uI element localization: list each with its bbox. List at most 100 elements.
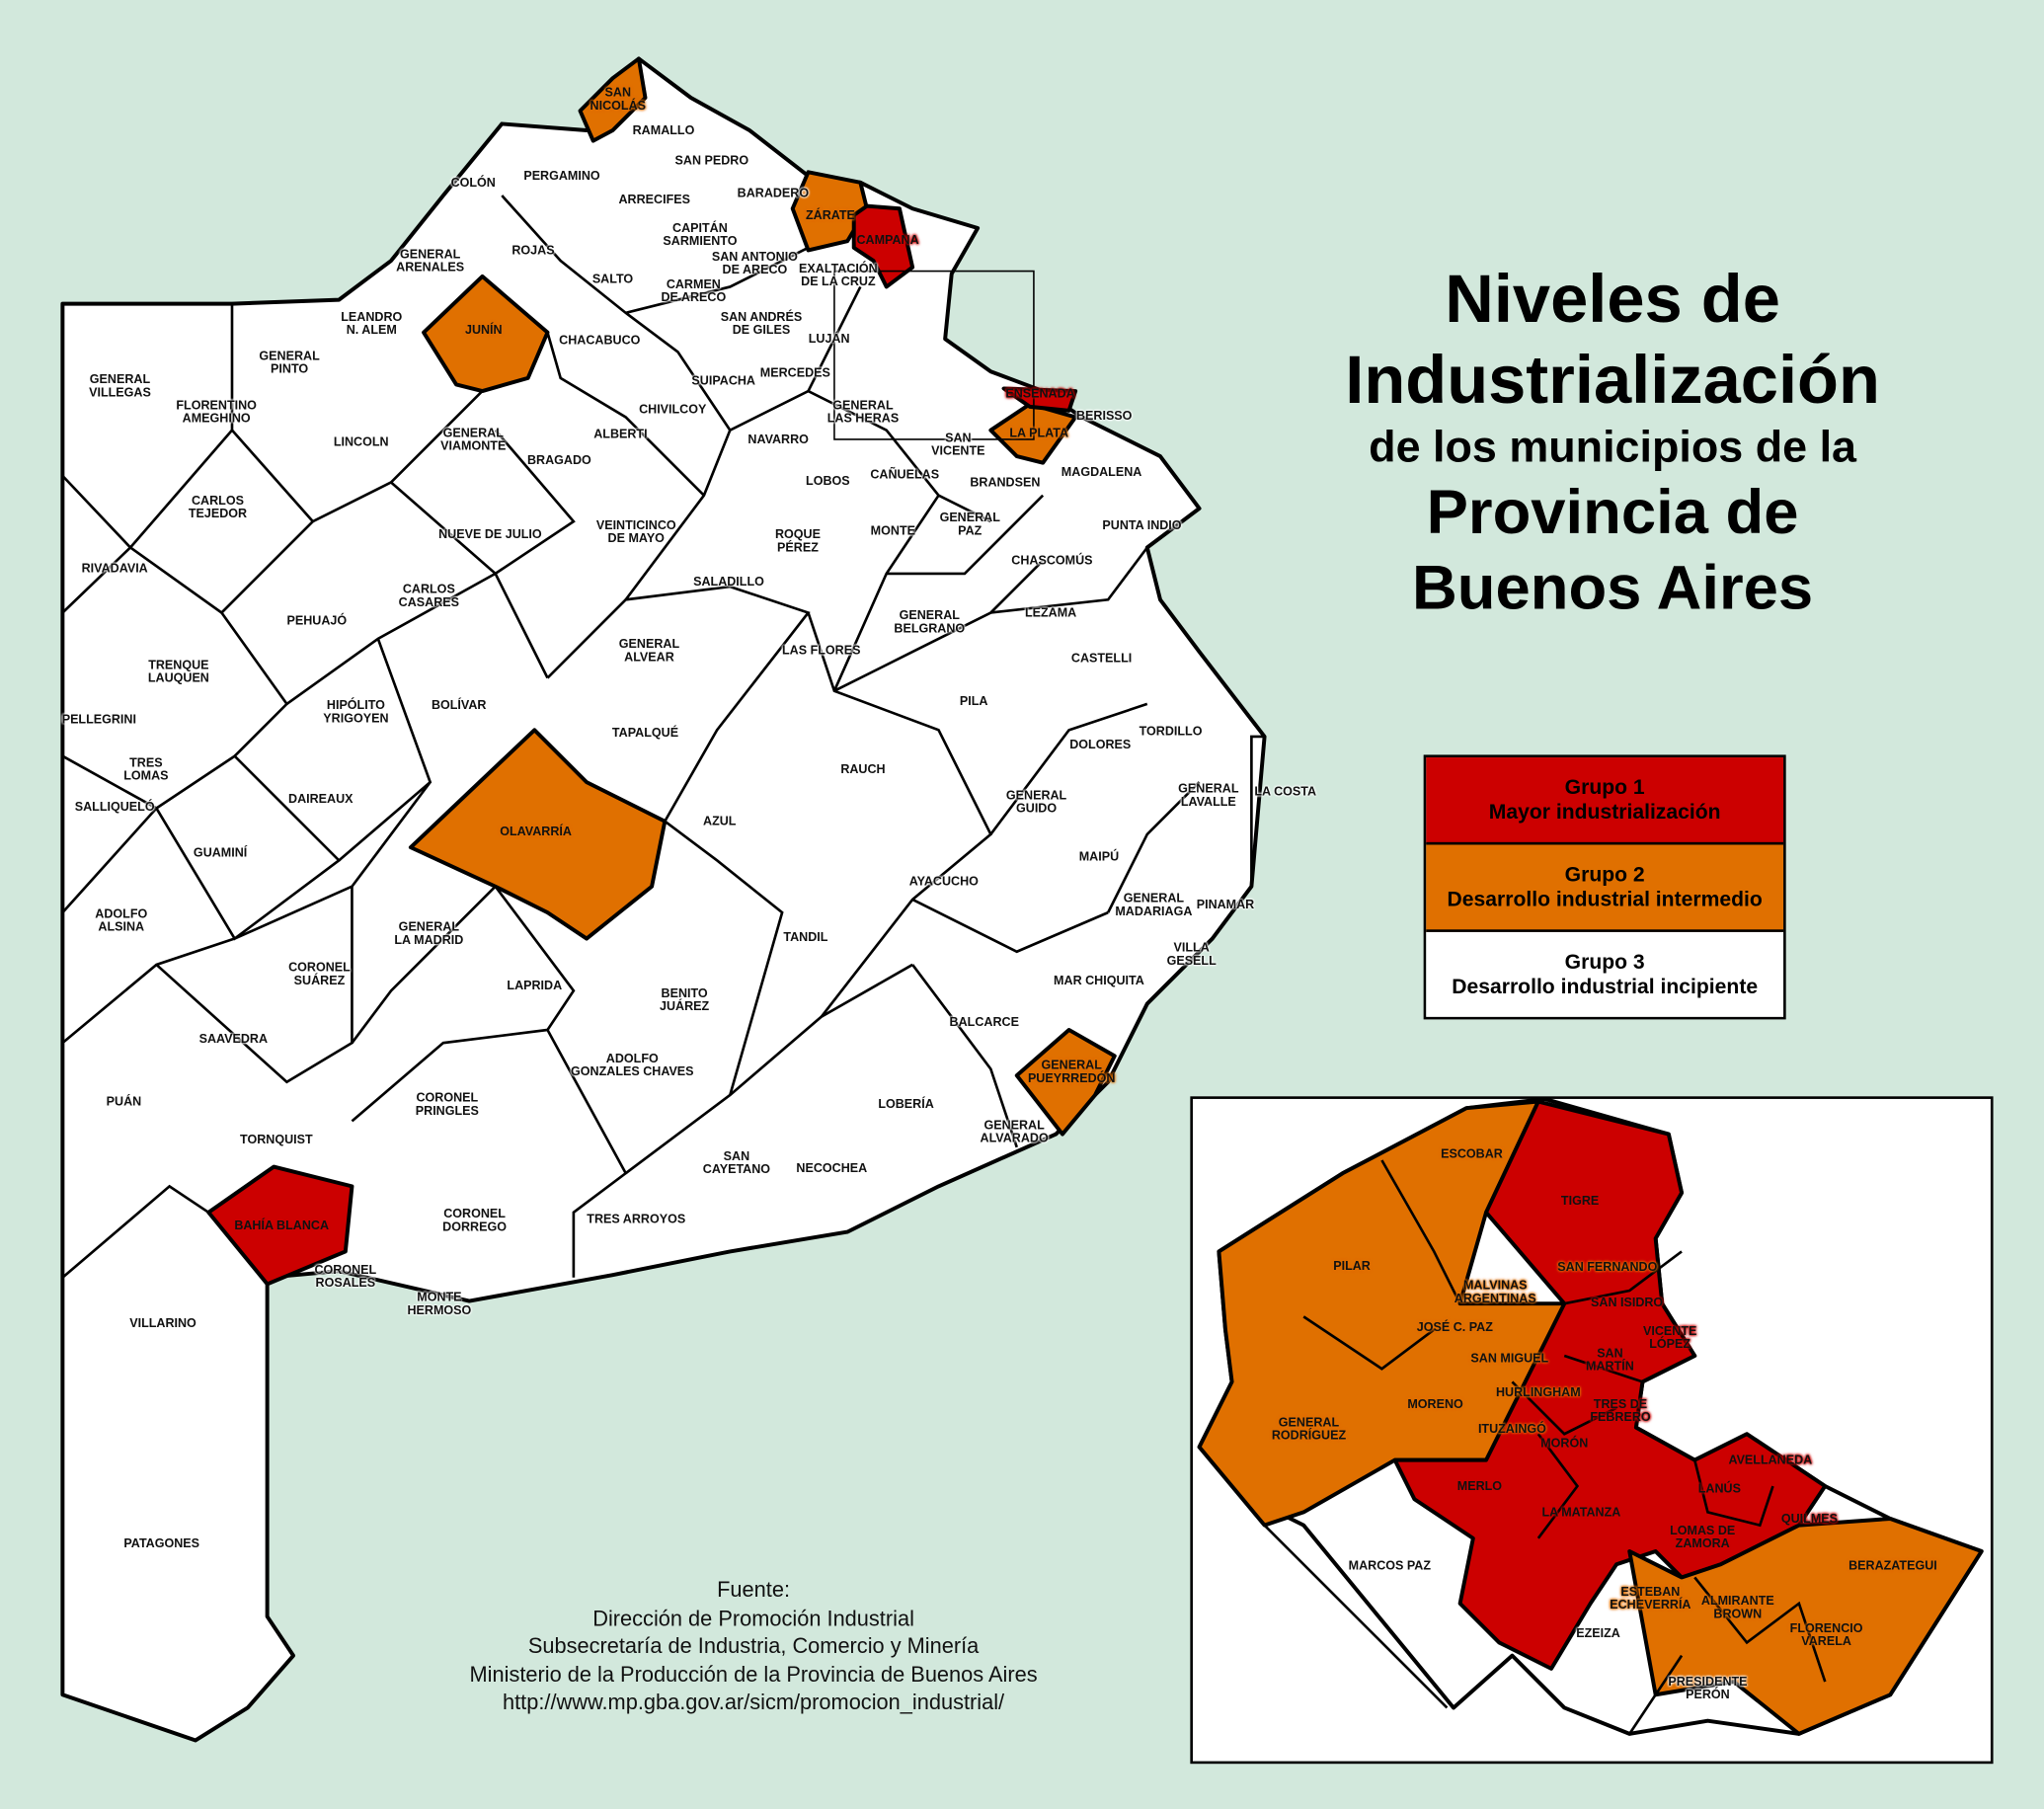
inset-municipality-label[interactable]: LA MATANZA — [1541, 1505, 1621, 1521]
inset-municipality-label[interactable]: GENERAL RODRÍGUEZ — [1271, 1415, 1347, 1444]
municipality-label[interactable]: CHASCOMÚS — [1011, 554, 1093, 569]
municipality-label[interactable]: DAIREAUX — [288, 792, 354, 808]
municipality-label[interactable]: SALTO — [591, 272, 634, 287]
municipality-label[interactable]: ADOLFO ALSINA — [95, 906, 148, 935]
region-olavarria[interactable] — [408, 728, 668, 941]
municipality-label[interactable]: COLÓN — [450, 176, 496, 191]
municipality-label[interactable]: GENERAL LA MADRID — [394, 920, 464, 948]
inset-municipality-label[interactable]: MORÓN — [1540, 1436, 1589, 1452]
inset-municipality-label[interactable]: ESCOBAR — [1441, 1146, 1503, 1162]
municipality-label[interactable]: NUEVE DE JULIO — [438, 527, 542, 543]
inset-municipality-label[interactable]: ITUZAINGÓ — [1477, 1422, 1546, 1437]
municipality-label[interactable]: PELLEGRINI — [61, 713, 136, 728]
municipality-label[interactable]: DOLORES — [1069, 738, 1132, 752]
municipality-label[interactable]: ALBERTI — [593, 428, 648, 442]
municipality-label[interactable]: MAGDALENA — [1061, 465, 1142, 480]
inset-municipality-label[interactable]: AVELLANEDA — [1728, 1454, 1813, 1468]
municipality-label[interactable]: BENITO JUÁREZ — [660, 986, 710, 1015]
municipality-label[interactable]: SAN ANTONIO DE ARECO — [711, 250, 798, 278]
municipality-label[interactable]: GENERAL PUEYRREDÓN — [1027, 1059, 1116, 1086]
inset-municipality-label[interactable]: SAN MIGUEL — [1470, 1352, 1549, 1367]
inset-municipality-label[interactable]: EZEIZA — [1576, 1626, 1620, 1642]
municipality-label[interactable]: NECOCHEA — [796, 1161, 868, 1176]
municipality-label[interactable]: HIPÓLITO YRIGOYEN — [323, 698, 389, 727]
municipality-label[interactable]: CHIVILCOY — [639, 402, 707, 418]
municipality-label[interactable]: RAMALLO — [632, 123, 695, 138]
inset-municipality-label[interactable]: TRES DE FEBRERO — [1590, 1397, 1651, 1425]
region-bahia-blanca[interactable] — [206, 1164, 354, 1287]
municipality-label[interactable]: TORDILLO — [1139, 725, 1203, 740]
municipality-label[interactable]: GENERAL GUIDO — [1005, 788, 1067, 817]
inset-municipality-label[interactable]: MORENO — [1407, 1397, 1463, 1412]
municipality-label[interactable]: LOBOS — [806, 474, 850, 490]
municipality-label[interactable]: RAUCH — [840, 762, 886, 777]
inset-municipality-label[interactable]: SAN FERNANDO — [1557, 1260, 1658, 1276]
municipality-label[interactable]: VEINTICINCO DE MAYO — [595, 518, 676, 547]
municipality-label[interactable]: ADOLFO GONZALES CHAVES — [571, 1052, 694, 1080]
municipality-label[interactable]: GENERAL BELGRANO — [894, 608, 966, 637]
source-line-4[interactable]: http://www.mp.gba.gov.ar/sicm/promocion_… — [503, 1691, 1005, 1715]
municipality-label[interactable]: MONTE — [870, 523, 915, 539]
municipality-label[interactable]: GUAMINÍ — [193, 845, 248, 861]
municipality-label[interactable]: PUNTA INDIO — [1102, 518, 1182, 533]
municipality-label[interactable]: CARLOS CASARES — [398, 583, 460, 610]
municipality-label[interactable]: TORNQUIST — [240, 1133, 313, 1147]
inset-municipality-label[interactable]: ALMIRANTE BROWN — [1700, 1594, 1774, 1622]
municipality-label[interactable]: ENSENADA — [1005, 387, 1075, 402]
municipality-label[interactable]: LA PLATA — [1009, 426, 1069, 441]
municipality-label[interactable]: AYACUCHO — [908, 874, 979, 890]
municipality-label[interactable]: RIVADAVIA — [81, 562, 148, 577]
municipality-label[interactable]: CORONEL SUÁREZ — [288, 960, 351, 988]
municipality-label[interactable]: SAN NICOLÁS — [590, 86, 646, 114]
inset-municipality-label[interactable]: TIGRE — [1560, 1194, 1600, 1209]
inset-municipality-label[interactable]: MALVINAS ARGENTINAS — [1454, 1279, 1536, 1306]
municipality-label[interactable]: GENERAL VIAMONTE — [440, 426, 507, 454]
inset-municipality-label[interactable]: HURLINGHAM — [1495, 1385, 1581, 1400]
municipality-label[interactable]: CORONEL PRINGLES — [415, 1091, 479, 1119]
municipality-label[interactable]: GENERAL LAVALLE — [1178, 782, 1239, 810]
inset-municipality-label[interactable]: MERLO — [1456, 1479, 1503, 1494]
municipality-label[interactable]: SAN CAYETANO — [702, 1149, 771, 1178]
municipality-label[interactable]: MONTE HERMOSO — [407, 1290, 472, 1318]
municipality-label[interactable]: JUNÍN — [464, 323, 503, 338]
inset-municipality-label[interactable]: MARCOS PAZ — [1348, 1558, 1432, 1574]
municipality-label[interactable]: BARADERO — [737, 186, 810, 201]
municipality-label[interactable]: NAVARRO — [747, 433, 809, 447]
municipality-label[interactable]: SAN ANDRÉS DE GILES — [720, 310, 803, 338]
region-campana[interactable] — [851, 203, 915, 289]
municipality-label[interactable]: CARLOS TEJEDOR — [188, 494, 248, 522]
municipality-label[interactable]: GENERAL LAS HERAS — [826, 398, 900, 427]
municipality-label[interactable]: GENERAL ARENALES — [396, 247, 465, 275]
municipality-label[interactable]: BRANDSEN — [970, 475, 1041, 491]
inset-municipality-label[interactable]: QUILMES — [1780, 1512, 1839, 1527]
municipality-label[interactable]: GENERAL MADARIAGA — [1115, 892, 1193, 919]
municipality-label[interactable]: SAN PEDRO — [674, 153, 749, 169]
municipality-label[interactable]: BAHÍA BLANCA — [234, 1219, 330, 1233]
municipality-label[interactable]: OLAVARRÍA — [500, 825, 572, 840]
municipality-label[interactable]: PUÁN — [106, 1094, 142, 1110]
municipality-label[interactable]: TAPALQUÉ — [611, 726, 679, 741]
municipality-label[interactable]: SALLIQUELÓ — [74, 800, 155, 816]
municipality-label[interactable]: SALADILLO — [693, 575, 764, 590]
municipality-label[interactable]: EXALTACIÓN DE LA CRUZ — [799, 262, 878, 290]
municipality-label[interactable]: SUIPACHA — [691, 373, 756, 389]
municipality-label[interactable]: LEANDRO N. ALEM — [341, 310, 403, 338]
municipality-label[interactable]: PERGAMINO — [523, 169, 600, 185]
municipality-label[interactable]: LOBERÍA — [878, 1097, 934, 1113]
municipality-label[interactable]: CAÑUELAS — [870, 467, 940, 483]
municipality-label[interactable]: MAIPÚ — [1078, 849, 1120, 865]
inset-municipality-label[interactable]: PRESIDENTE PERÓN — [1668, 1675, 1748, 1703]
inset-municipality-label[interactable]: BERAZATEGUI — [1848, 1558, 1937, 1574]
municipality-label[interactable]: TRES ARROYOS — [587, 1212, 686, 1227]
municipality-label[interactable]: CASTELLI — [1070, 652, 1133, 667]
municipality-label[interactable]: GENERAL PAZ — [939, 511, 1000, 539]
municipality-label[interactable]: FLORENTINO AMEGHINO — [176, 398, 257, 427]
municipality-label[interactable]: BALCARCE — [949, 1015, 1019, 1030]
municipality-label[interactable]: VILLARINO — [129, 1316, 197, 1331]
municipality-label[interactable]: TANDIL — [783, 930, 828, 946]
municipality-label[interactable]: CORONEL ROSALES — [314, 1263, 377, 1291]
municipality-label[interactable]: ZÁRATE — [805, 208, 855, 223]
municipality-label[interactable]: AZUL — [703, 815, 737, 829]
municipality-label[interactable]: BRAGADO — [526, 453, 591, 468]
municipality-label[interactable]: LINCOLN — [333, 434, 389, 450]
